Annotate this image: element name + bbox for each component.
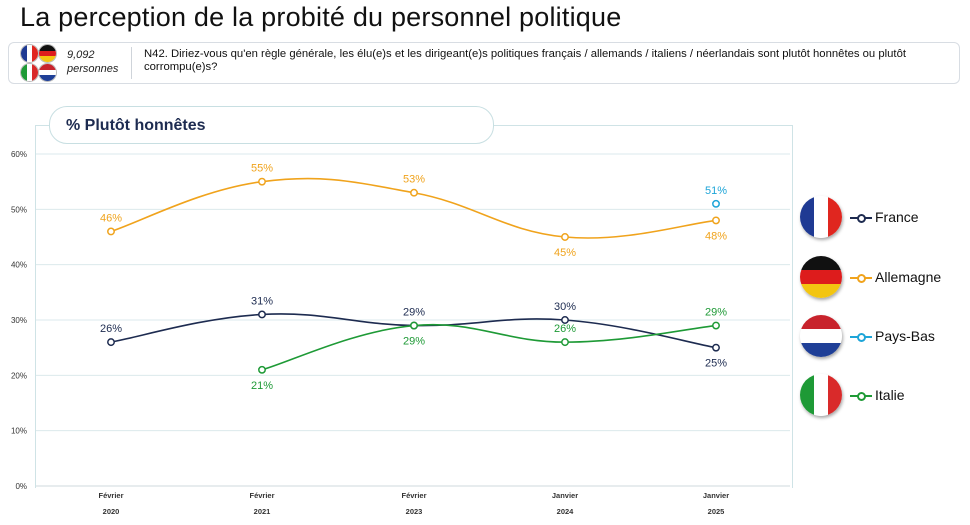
x-tick-label-year: 2020: [103, 507, 120, 516]
legend-marker-france: [857, 214, 866, 223]
data-label-allemagne: 45%: [554, 247, 576, 259]
france-flag-icon: [800, 196, 842, 238]
data-point-allemagne: [712, 216, 720, 225]
data-label-france: 31%: [251, 295, 273, 307]
page-title: La perception de la probité du personnel…: [20, 2, 622, 32]
legend-item-france: France: [800, 196, 965, 242]
series-line-italie: [261, 323, 717, 371]
x-tick-label-year: 2025: [708, 507, 725, 516]
x-tick-label-month: Février: [98, 491, 123, 500]
data-label-france: 25%: [705, 358, 727, 370]
data-point-allemagne: [258, 177, 266, 186]
legend-label-allemagne: Allemagne: [875, 269, 942, 285]
x-tick-label-month: Février: [401, 491, 426, 500]
data-point-italie: [712, 321, 720, 330]
data-point-allemagne: [107, 227, 115, 236]
data-point-allemagne: [561, 233, 569, 241]
data-point-italie: [258, 365, 266, 374]
france-flag-icon: [21, 45, 38, 62]
legend-marker-italie: [857, 392, 866, 401]
data-point-italie: [561, 338, 569, 347]
netherlands-flag-icon: [800, 315, 842, 357]
legend-label-paysbas: Pays-Bas: [875, 328, 935, 344]
data-label-italie: 29%: [403, 336, 425, 348]
y-tick-label: 60%: [11, 150, 27, 159]
legend-marker-paysbas: [857, 333, 866, 342]
info-divider: [131, 47, 132, 79]
germany-flag-icon: [800, 256, 842, 298]
x-tick-label-year: 2023: [406, 507, 423, 516]
x-tick-label-month: Janvier: [552, 491, 578, 500]
netherlands-flag-icon: [39, 64, 56, 81]
y-tick-label: 50%: [11, 205, 27, 214]
chart-title: % Plutôt honnêtes: [66, 117, 206, 134]
italy-flag-icon: [800, 374, 842, 416]
data-label-france: 29%: [403, 307, 425, 319]
x-tick-label-year: 2024: [557, 507, 575, 516]
data-label-italie: 21%: [251, 380, 273, 392]
series-line-allemagne: [110, 177, 717, 239]
data-label-paysbas: 51%: [705, 185, 727, 197]
country-flags-cluster: [19, 44, 59, 82]
data-label-allemagne: 53%: [403, 174, 425, 186]
data-label-allemagne: 55%: [251, 163, 273, 175]
y-tick-label: 30%: [11, 316, 27, 325]
x-tick-label-year: 2021: [254, 507, 271, 516]
legend-item-paysbas: Pays-Bas: [800, 315, 965, 361]
sample-count: 9,092: [67, 49, 95, 61]
data-label-france: 26%: [100, 323, 122, 335]
data-label-italie: 26%: [554, 323, 576, 335]
data-label-italie: 29%: [705, 307, 727, 319]
y-tick-label: 0%: [15, 482, 27, 491]
y-tick-label: 40%: [11, 261, 27, 270]
legend-item-allemagne: Allemagne: [800, 256, 965, 302]
legend-label-italie: Italie: [875, 387, 905, 403]
data-label-allemagne: 48%: [705, 230, 727, 242]
chart-title-pill: % Plutôt honnêtes: [49, 106, 494, 144]
data-point-france: [712, 343, 720, 352]
data-point-france: [561, 316, 569, 324]
legend-label-france: France: [875, 209, 919, 225]
data-label-france: 30%: [554, 301, 576, 313]
italy-flag-icon: [21, 64, 38, 81]
data-point-paysbas: [712, 199, 720, 208]
y-tick-label: 20%: [11, 371, 27, 380]
germany-flag-icon: [39, 45, 56, 62]
x-tick-label-month: Février: [249, 491, 274, 500]
data-point-allemagne: [410, 188, 418, 197]
sample-size: 9,092 personnes: [67, 48, 118, 76]
data-point-france: [107, 338, 115, 347]
survey-question: N42. Diriez-vous qu'en règle générale, l…: [144, 48, 906, 73]
y-tick-label: 10%: [11, 427, 27, 436]
data-label-allemagne: 46%: [100, 212, 122, 224]
legend-marker-allemagne: [857, 274, 866, 283]
data-point-france: [258, 310, 266, 319]
survey-info-box: 9,092 personnes N42. Diriez-vous qu'en r…: [8, 42, 960, 84]
legend-item-italie: Italie: [800, 374, 965, 420]
sample-unit: personnes: [67, 63, 119, 75]
data-point-italie: [410, 321, 418, 330]
x-tick-label-month: Janvier: [703, 491, 729, 500]
